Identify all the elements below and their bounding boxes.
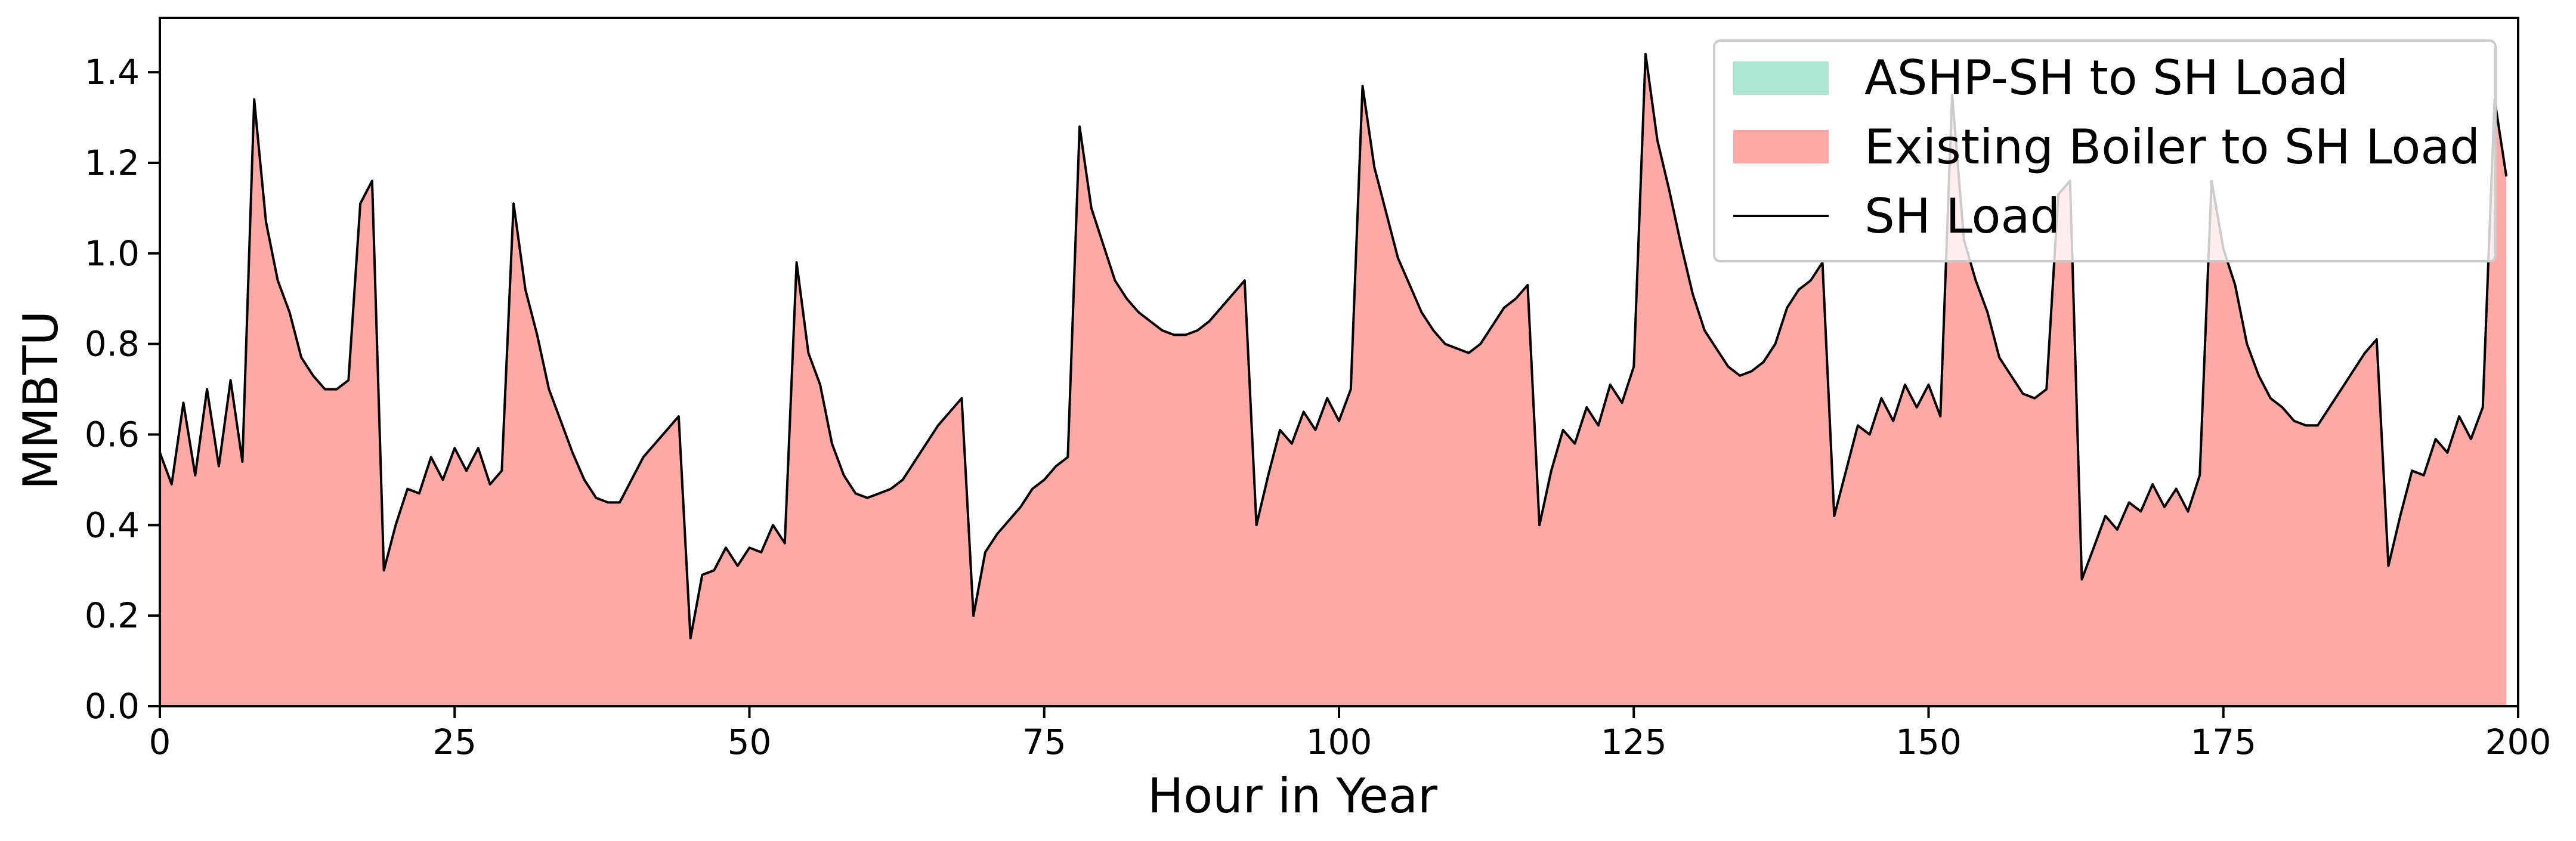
area-existing-boiler: [160, 54, 2507, 707]
y-tick-label: 1.0: [85, 233, 140, 274]
y-axis-label: MMBTU: [13, 311, 69, 490]
y-tick-label: 1.2: [85, 143, 140, 183]
legend-swatch-existing-boiler: [1733, 130, 1829, 163]
x-tick-label: 125: [1601, 722, 1667, 762]
x-tick-label: 0: [149, 722, 171, 762]
axes: 0 25 50 75 100 125 150 175 200 0.0 0.2 0.4 0.6 0.8 1.0…: [85, 17, 2552, 762]
plot-area: [159, 52, 2508, 707]
x-tick-label: 100: [1306, 722, 1372, 762]
y-tick-label: 0.2: [85, 595, 140, 636]
line-sh-load: [159, 52, 2508, 640]
legend-frame: [1713, 39, 2497, 262]
legend: ASHP-SH to SH Load Existing Boiler to SH…: [1713, 39, 2497, 262]
x-tick-label: 50: [728, 722, 772, 762]
y-tick-label: 1.4: [85, 52, 140, 92]
x-tick-label: 25: [432, 722, 477, 762]
legend-label-existing-boiler: Existing Boiler to SH Load: [1864, 119, 2480, 175]
legend-swatch-ashp-sh: [1733, 61, 1829, 95]
x-tick-label: 200: [2485, 722, 2552, 762]
y-tick-label: 0.6: [85, 414, 140, 454]
x-tick-label: 150: [1895, 722, 1962, 762]
y-tick-label: 0.4: [85, 505, 140, 545]
x-tick-label: 75: [1022, 722, 1066, 762]
x-axis-label: Hour in Year: [1148, 768, 1437, 824]
legend-label-sh-load: SH Load: [1864, 188, 2060, 244]
y-tick-label: 0.8: [85, 324, 140, 364]
legend-label-ashp-sh: ASHP-SH to SH Load: [1864, 50, 2348, 106]
x-tick-label: 175: [2190, 722, 2256, 762]
y-tick-label: 0.0: [85, 686, 140, 726]
